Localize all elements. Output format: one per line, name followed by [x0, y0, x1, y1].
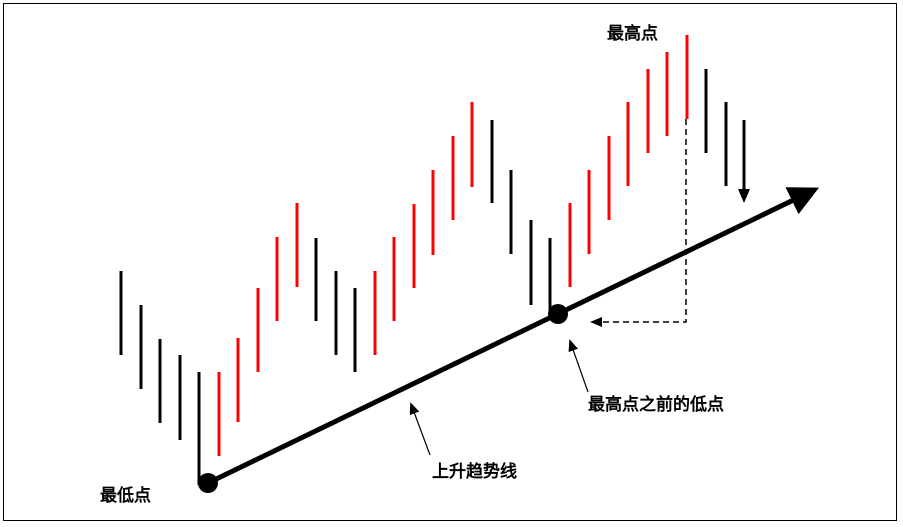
uptrend-line [206, 187, 820, 486]
low-before-high-label: 最高点之前的低点 [588, 395, 724, 415]
low-before-high-dot [548, 304, 568, 324]
dashed-projection-arrow [590, 119, 687, 327]
lowest-point-dot [198, 473, 218, 493]
down-arrow-head [738, 189, 750, 203]
diagram-frame [3, 3, 897, 521]
low-before-high-pointer-arrow [568, 339, 589, 393]
uptrend-line-label: 上升趋势线 [432, 462, 517, 482]
highest-point-label: 最高点 [607, 24, 658, 44]
uptrend-line-pointer-arrow [409, 402, 431, 456]
lowest-point-label: 最低点 [100, 486, 151, 506]
